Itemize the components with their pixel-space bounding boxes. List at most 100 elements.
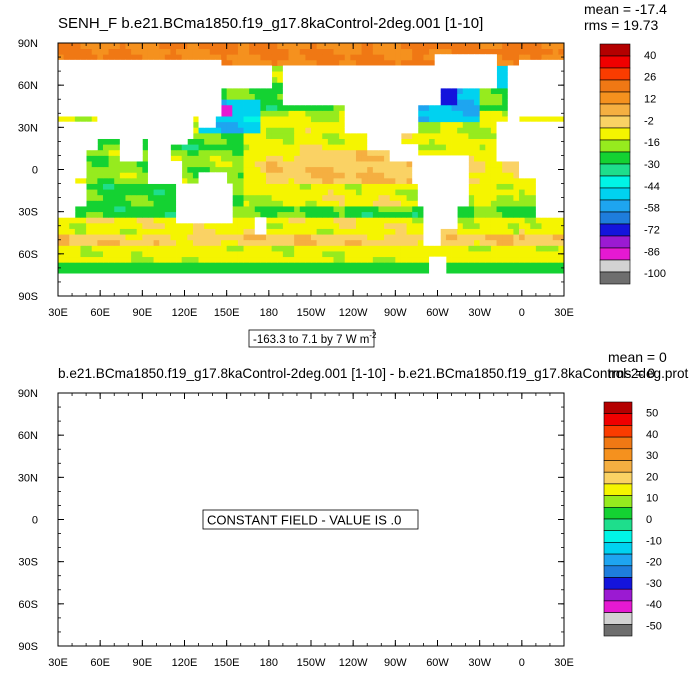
ocean-cell — [249, 104, 256, 111]
ocean-cell — [344, 239, 351, 246]
ocean-cell — [440, 43, 447, 50]
ocean-cell — [136, 239, 143, 246]
ocean-cell — [221, 121, 228, 128]
ocean-cell — [400, 177, 407, 184]
land-cell — [524, 99, 531, 106]
ocean-cell — [288, 183, 295, 190]
ocean-cell — [125, 206, 132, 213]
ocean-cell — [74, 43, 81, 50]
land-cell — [507, 279, 514, 286]
land-cell — [136, 127, 143, 134]
ocean-cell — [406, 245, 413, 252]
land-cell — [119, 87, 126, 94]
land-cell — [125, 82, 132, 89]
ocean-cell — [277, 200, 284, 207]
ocean-cell — [547, 54, 554, 61]
land-cell — [159, 290, 166, 296]
land-cell — [299, 284, 306, 291]
ocean-cell — [125, 43, 132, 50]
ocean-cell — [91, 200, 98, 207]
land-cell — [288, 76, 295, 83]
land-cell — [462, 161, 469, 168]
land-cell — [226, 200, 233, 207]
ocean-cell — [311, 144, 318, 151]
ocean-cell — [440, 239, 447, 246]
ocean-cell — [249, 161, 256, 168]
land-cell — [519, 99, 526, 106]
land-cell — [406, 121, 413, 128]
colorbar-label: -2 — [644, 115, 654, 127]
land-cell — [63, 183, 70, 190]
ocean-cell — [547, 267, 554, 274]
ocean-cell — [327, 211, 334, 218]
ocean-cell — [119, 161, 126, 168]
ocean-cell — [513, 43, 520, 50]
ocean-cell — [311, 189, 318, 196]
land-cell — [74, 76, 81, 83]
land-cell — [451, 279, 458, 286]
ocean-cell — [142, 172, 149, 179]
ocean-cell — [502, 239, 509, 246]
ocean-cell — [294, 177, 301, 184]
land-cell — [159, 172, 166, 179]
land-cell — [209, 194, 216, 201]
land-cell — [547, 132, 554, 139]
ocean-cell — [74, 256, 81, 263]
ocean-cell — [502, 194, 509, 201]
land-cell — [400, 65, 407, 72]
land-cell — [181, 189, 188, 196]
ocean-field — [58, 43, 564, 274]
land-cell — [192, 183, 199, 190]
land-cell — [97, 279, 104, 286]
ocean-cell — [249, 245, 256, 252]
ocean-cell — [462, 138, 469, 145]
land-cell — [74, 65, 81, 72]
ocean-cell — [80, 234, 87, 241]
ocean-cell — [440, 234, 447, 241]
land-cell — [507, 82, 514, 89]
land-cell — [114, 290, 121, 296]
land-cell — [519, 82, 526, 89]
land-cell — [474, 279, 481, 286]
ocean-cell — [378, 172, 385, 179]
land-cell — [136, 99, 143, 106]
ocean-cell — [372, 239, 379, 246]
land-cell — [350, 116, 357, 123]
ocean-cell — [215, 43, 222, 50]
land-cell — [181, 87, 188, 94]
land-cell — [339, 99, 346, 106]
ocean-cell — [142, 234, 149, 241]
ocean-cell — [266, 206, 273, 213]
land-cell — [226, 183, 233, 190]
land-cell — [558, 189, 564, 196]
land-cell — [102, 87, 109, 94]
ocean-cell — [519, 217, 526, 224]
ocean-cell — [513, 206, 520, 213]
land-cell — [108, 121, 115, 128]
land-cell — [384, 132, 391, 139]
ocean-cell — [131, 43, 138, 50]
ocean-cell — [266, 251, 273, 258]
land-cell — [114, 59, 121, 66]
land-cell — [97, 71, 104, 78]
land-cell — [384, 121, 391, 128]
ocean-cell — [102, 206, 109, 213]
land-cell — [159, 149, 166, 156]
land-cell — [74, 104, 81, 111]
land-cell — [322, 87, 329, 94]
land-cell — [524, 161, 531, 168]
land-cell — [507, 144, 514, 151]
land-cell — [125, 138, 132, 145]
ocean-cell — [288, 121, 295, 128]
ocean-cell — [198, 222, 205, 229]
ocean-cell — [322, 256, 329, 263]
land-cell — [97, 273, 104, 280]
ocean-cell — [266, 262, 273, 269]
land-cell — [170, 284, 177, 291]
ocean-cell — [490, 256, 497, 263]
land-cell — [445, 284, 452, 291]
land-cell — [384, 116, 391, 123]
ocean-cell — [496, 172, 503, 179]
land-cell — [429, 82, 436, 89]
ocean-cell — [552, 239, 559, 246]
